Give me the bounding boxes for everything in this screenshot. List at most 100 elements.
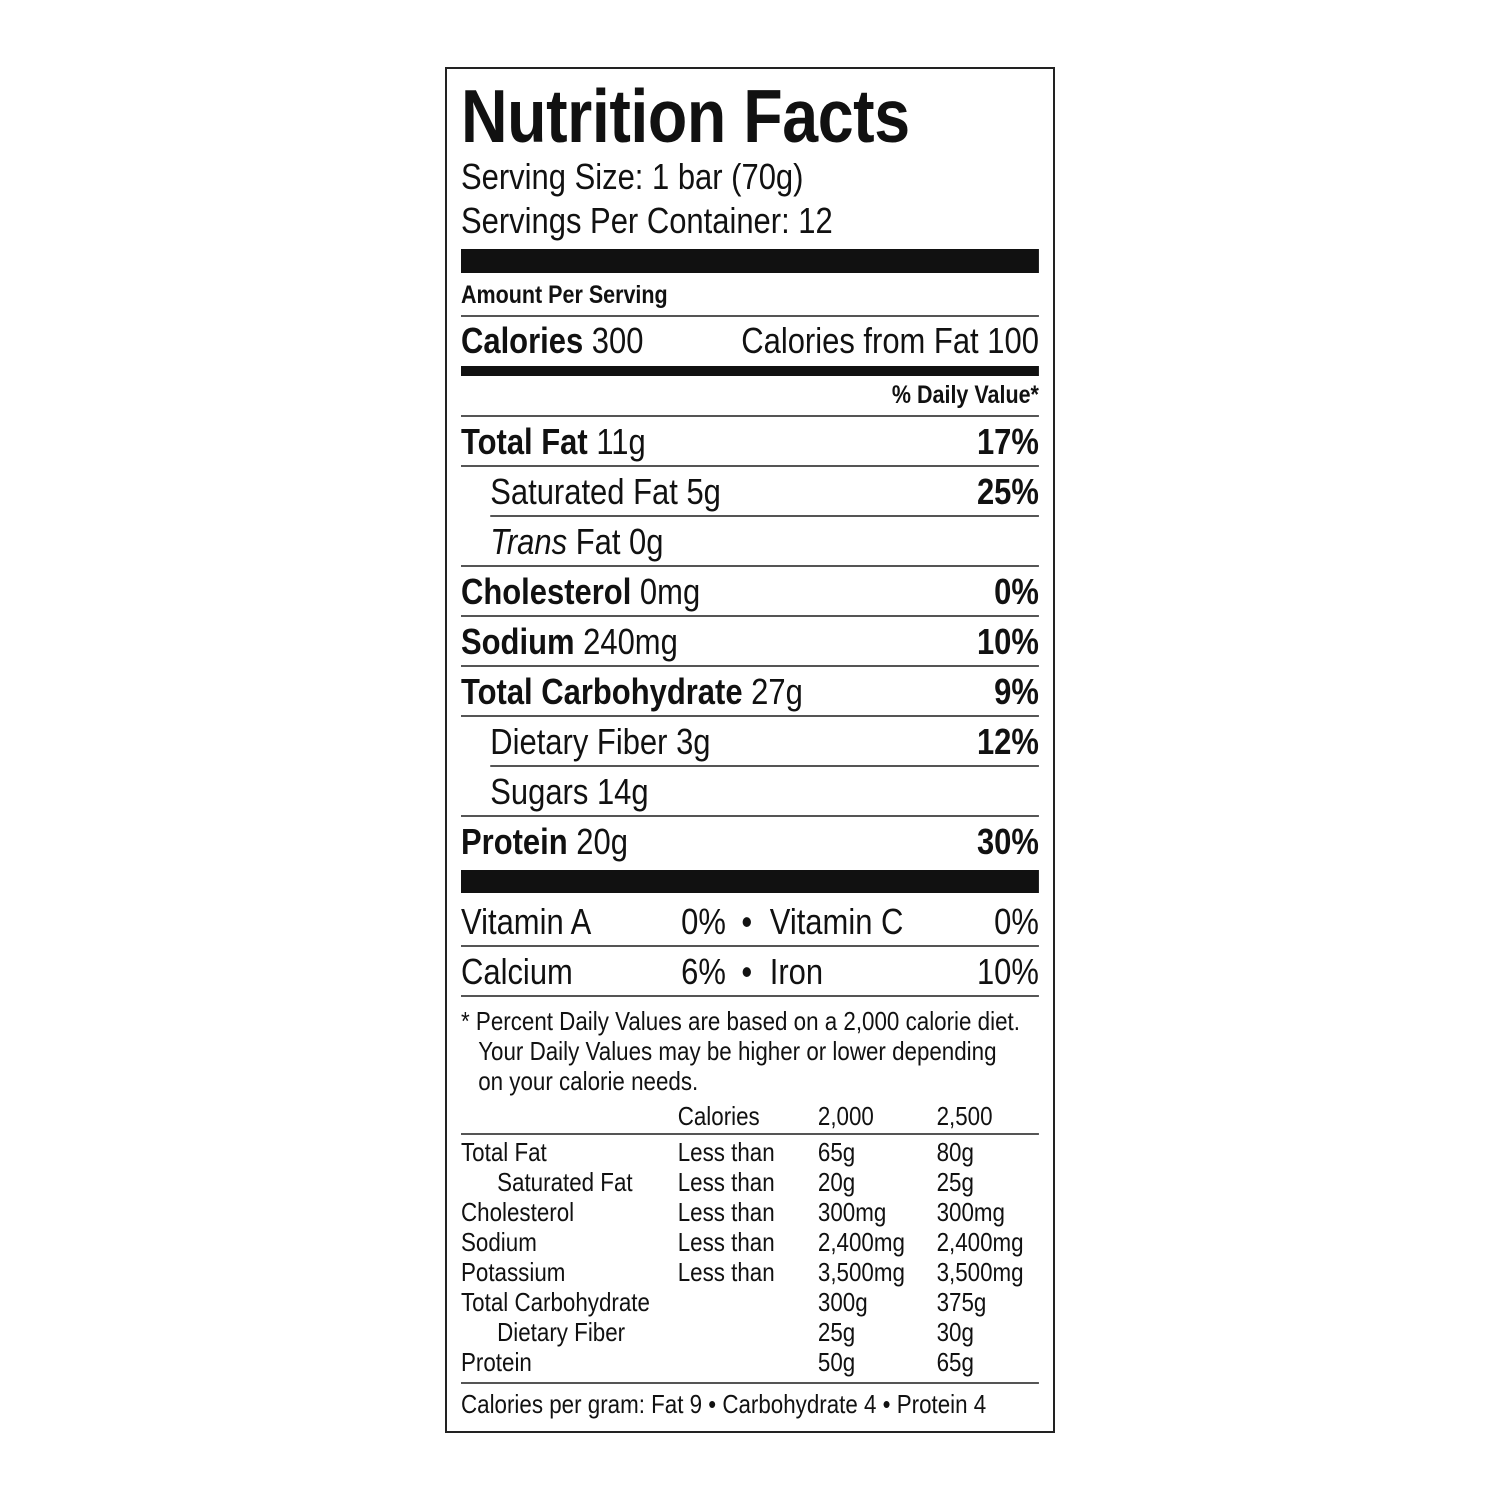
dv-table-header-cell: Calories bbox=[677, 1101, 760, 1131]
nutrient-row-total-carbohydrate: Total Carbohydrate 27g 9% bbox=[461, 667, 1039, 717]
nutrient-name: Saturated Fat bbox=[490, 471, 678, 512]
calories-from-fat: Calories from Fat 100 bbox=[741, 320, 1039, 361]
dv-table-cell: Less than bbox=[677, 1167, 775, 1197]
dv-table-row: Saturated Fat Less than 20g 25g bbox=[461, 1167, 1039, 1197]
servings-per-container: Servings Per Container: 12 bbox=[461, 200, 833, 241]
nutrient-name: Cholesterol bbox=[461, 571, 632, 612]
calories-per-gram: Calories per gram: Fat 9 • Carbohydrate … bbox=[461, 1389, 987, 1419]
dv-table-cell: Less than bbox=[677, 1257, 775, 1287]
thick-divider bbox=[461, 249, 1039, 273]
dv-table-cell: 300mg bbox=[936, 1197, 1005, 1227]
dv-table-cell: 25g bbox=[936, 1167, 974, 1197]
nutrient-amount: 0mg bbox=[639, 571, 701, 612]
vitamin-dv: 10% bbox=[976, 951, 1039, 992]
nutrient-row-sodium: Sodium 240mg 10% bbox=[461, 617, 1039, 667]
nutrient-amount: 11g bbox=[596, 421, 646, 462]
vitamin-row: Vitamin A 0% • Vitamin C 0% bbox=[461, 897, 1039, 947]
vitamin-name: Vitamin C bbox=[769, 901, 904, 942]
dv-table-cell: Sodium bbox=[461, 1227, 537, 1257]
vitamin-row: Calcium 6% • Iron 10% bbox=[461, 947, 1039, 997]
dv-table-cell: 20g bbox=[817, 1167, 856, 1197]
nutrient-row-protein: Protein 20g 30% bbox=[461, 817, 1039, 865]
dv-table-cell: 65g bbox=[936, 1347, 974, 1377]
nutrient-amount: 20g bbox=[576, 821, 628, 862]
vitamin-name: Calcium bbox=[461, 951, 573, 992]
nutrient-name: Protein bbox=[461, 821, 568, 862]
dv-table-row: Cholesterol Less than 300mg 300mg bbox=[461, 1197, 1039, 1227]
nutrient-dv: 25% bbox=[976, 471, 1039, 512]
footnote-line: on your calorie needs. bbox=[478, 1066, 699, 1096]
nutrient-name: Total Carbohydrate bbox=[461, 671, 743, 712]
dv-table-cell: Saturated Fat bbox=[497, 1167, 633, 1197]
nutrient-row-dietary-fiber: Dietary Fiber 3g 12% bbox=[461, 717, 1039, 765]
dv-table-header: Calories 2,000 2,500 bbox=[461, 1101, 1039, 1135]
nutrient-name: Total Fat bbox=[461, 421, 588, 462]
bullet-separator: • bbox=[741, 951, 753, 992]
nutrient-dv: 10% bbox=[976, 621, 1039, 662]
dv-table-cell: Protein bbox=[461, 1347, 532, 1377]
calories-row: Calories 300 Calories from Fat 100 bbox=[461, 320, 1039, 362]
nutrient-name: Sugars bbox=[490, 771, 589, 812]
nutrient-dv: 0% bbox=[994, 571, 1039, 612]
dv-table-cell: 2,400mg bbox=[817, 1227, 905, 1257]
dv-table-cell: 65g bbox=[817, 1137, 856, 1167]
dv-table-cell: Cholesterol bbox=[461, 1197, 575, 1227]
dv-table-cell: Total Carbohydrate bbox=[461, 1287, 650, 1317]
serving-size: Serving Size: 1 bar (70g) bbox=[461, 156, 804, 197]
dv-table-cell: Dietary Fiber bbox=[497, 1317, 626, 1347]
footnote-line: Your Daily Values may be higher or lower… bbox=[478, 1036, 997, 1066]
dv-table-cell: Potassium bbox=[461, 1257, 566, 1287]
nutrient-amount: 0g bbox=[629, 521, 664, 562]
footnote-line: * Percent Daily Values are based on a 2,… bbox=[461, 1006, 1020, 1036]
dv-table-header-cell: 2,000 bbox=[817, 1101, 874, 1131]
medium-divider bbox=[461, 366, 1039, 376]
divider bbox=[490, 515, 1039, 517]
dv-table-cell: Less than bbox=[677, 1197, 775, 1227]
divider bbox=[490, 765, 1039, 767]
bullet-separator: • bbox=[741, 901, 753, 942]
dv-table-cell: 300g bbox=[817, 1287, 868, 1317]
vitamin-name: Iron bbox=[769, 951, 824, 992]
nutrient-dv: 17% bbox=[976, 421, 1039, 462]
nutrient-dv: 9% bbox=[994, 671, 1039, 712]
nutrient-amount: 5g bbox=[686, 471, 721, 512]
calories-value: 300 bbox=[591, 320, 644, 361]
dv-table-row: Total Carbohydrate 300g 375g bbox=[461, 1287, 1039, 1317]
dv-table-row: Dietary Fiber 25g 30g bbox=[461, 1317, 1039, 1347]
nutrient-amount: 3g bbox=[676, 721, 711, 762]
dv-table-cell: Total Fat bbox=[461, 1137, 547, 1167]
nutrition-label: Nutrition Facts Serving Size: 1 bar (70g… bbox=[461, 0, 1039, 1500]
nutrient-amount: 14g bbox=[596, 771, 649, 812]
dv-table-cell: 50g bbox=[817, 1347, 856, 1377]
divider bbox=[461, 415, 1039, 417]
divider bbox=[461, 315, 1039, 317]
amount-per-serving: Amount Per Serving bbox=[461, 281, 668, 309]
dv-table-cell: Less than bbox=[677, 1137, 775, 1167]
calories-label: Calories bbox=[461, 320, 584, 361]
dv-table-cell: 3,500mg bbox=[936, 1257, 1024, 1287]
dv-table-cell: 375g bbox=[936, 1287, 987, 1317]
dv-table-row: Protein 50g 65g bbox=[461, 1347, 1039, 1377]
dv-table-cell: 2,400mg bbox=[936, 1227, 1024, 1257]
thick-divider bbox=[461, 870, 1039, 893]
nutrient-row-trans-fat: Trans Fat 0g bbox=[461, 517, 1039, 567]
dv-table-cell: 3,500mg bbox=[817, 1257, 905, 1287]
nutrient-dv: 12% bbox=[976, 721, 1039, 762]
nutrient-row-saturated-fat: Saturated Fat 5g 25% bbox=[461, 467, 1039, 515]
nutrient-dv: 30% bbox=[976, 821, 1039, 862]
dv-table-cell: 300mg bbox=[817, 1197, 887, 1227]
divider bbox=[461, 1382, 1039, 1384]
vitamin-dv: 0% bbox=[681, 901, 726, 942]
daily-value-header: % Daily Value* bbox=[891, 381, 1039, 409]
nutrient-amount: 27g bbox=[751, 671, 803, 712]
nutrition-label-border bbox=[445, 67, 1055, 1433]
nutrient-name: Sodium bbox=[461, 621, 575, 662]
vitamin-dv: 0% bbox=[994, 901, 1039, 942]
dv-table-cell: 25g bbox=[817, 1317, 856, 1347]
nutrient-amount: 240mg bbox=[583, 621, 678, 662]
dv-table-cell: 30g bbox=[936, 1317, 974, 1347]
nutrient-row-sugars: Sugars 14g bbox=[461, 767, 1039, 817]
label-title: Nutrition Facts bbox=[461, 74, 910, 158]
vitamin-name: Vitamin A bbox=[461, 901, 592, 942]
nutrient-row-cholesterol: Cholesterol 0mg 0% bbox=[461, 567, 1039, 617]
